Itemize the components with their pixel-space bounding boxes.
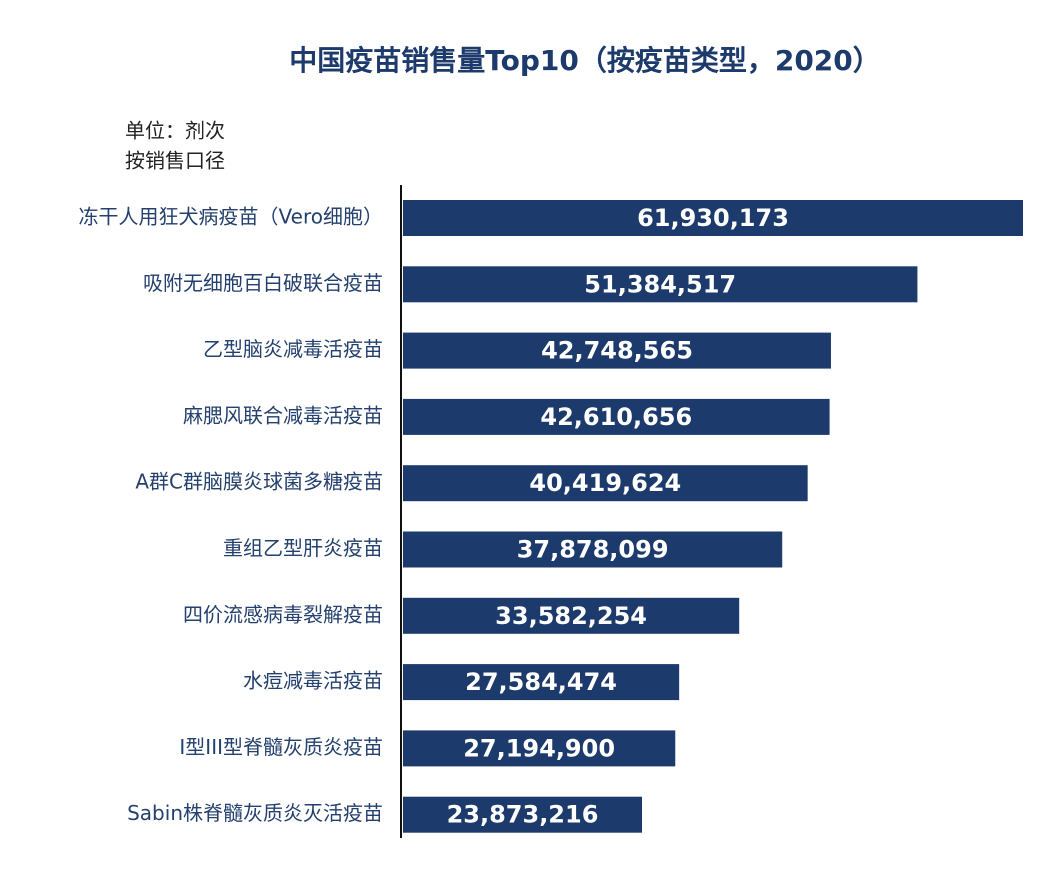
subtitle: 按销售口径 (125, 149, 225, 173)
bar (403, 531, 783, 568)
subtitle: 单位：剂次 (125, 119, 225, 143)
bar (403, 465, 808, 502)
bar (403, 730, 676, 767)
category-label: Sabin株脊髓灰质炎灭活疫苗 (127, 801, 383, 825)
value-label: 37,878,099 (517, 536, 669, 564)
value-label: 40,419,624 (529, 469, 681, 497)
bar (403, 597, 740, 634)
category-label: 水痘减毒活疫苗 (243, 669, 383, 693)
value-label: 23,873,216 (447, 801, 599, 829)
category-label: 乙型脑炎减毒活疫苗 (203, 337, 383, 361)
value-label: 42,610,656 (540, 403, 692, 431)
value-label: 42,748,565 (541, 337, 693, 365)
category-label: 重组乙型肝炎疫苗 (223, 536, 383, 560)
category-label: I型III型脊髓灰质炎疫苗 (179, 735, 383, 759)
value-label: 33,582,254 (495, 602, 647, 630)
bar (403, 266, 918, 303)
category-label: A群C群脑膜炎球菌多糖疫苗 (135, 470, 383, 494)
category-label: 四价流感病毒裂解疫苗 (183, 602, 383, 626)
category-label: 麻腮风联合减毒活疫苗 (183, 403, 383, 427)
value-label: 27,584,474 (465, 668, 617, 696)
bar (403, 332, 831, 369)
bar (403, 796, 643, 833)
bar (403, 398, 830, 435)
value-label: 27,194,900 (463, 734, 615, 762)
value-label: 51,384,517 (584, 270, 736, 298)
value-label: 61,930,173 (637, 204, 789, 232)
chart-title: 中国疫苗销售量Top10（按疫苗类型，2020） (289, 44, 881, 77)
bar (403, 664, 680, 701)
bar (403, 200, 1023, 236)
category-label: 吸附无细胞百白破联合疫苗 (143, 271, 383, 295)
category-label: 冻干人用狂犬病疫苗（Vero细胞） (79, 205, 383, 229)
